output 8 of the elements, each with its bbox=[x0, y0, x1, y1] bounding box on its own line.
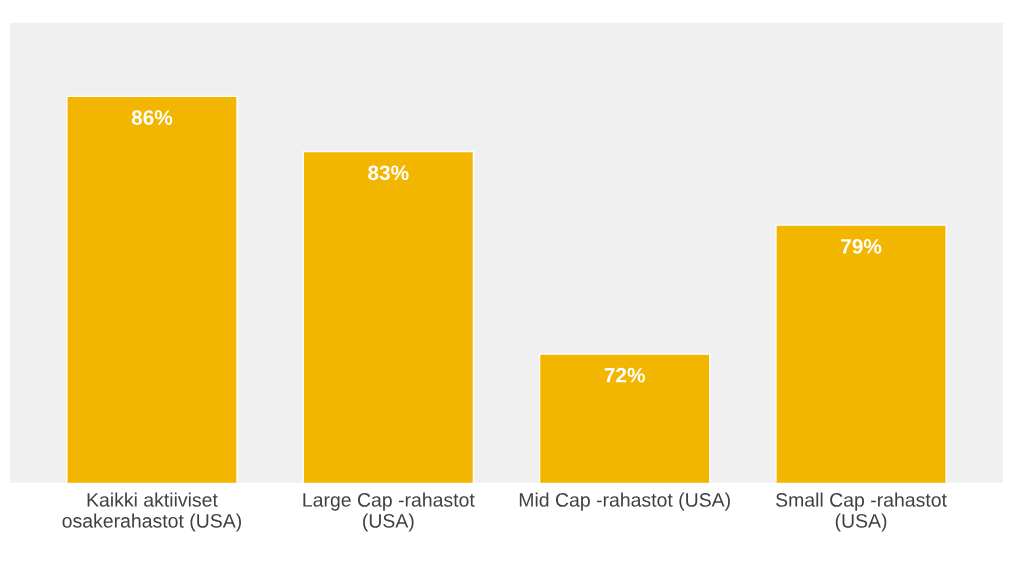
x-tick-label: Large Cap -rahastot (USA) bbox=[303, 492, 475, 532]
data-label: 72% bbox=[604, 367, 645, 383]
data-label: 86% bbox=[131, 110, 173, 125]
data-label: 79% bbox=[841, 239, 882, 254]
data-label: 83% bbox=[368, 165, 409, 181]
x-tick-label: Small Cap -rahastot (USA) bbox=[776, 492, 947, 532]
x-tick-label: Mid Cap -rahastot (USA) bbox=[519, 492, 730, 511]
x-tick-label: Kaikki aktiiviset osakerahastot (USA) bbox=[62, 492, 241, 532]
